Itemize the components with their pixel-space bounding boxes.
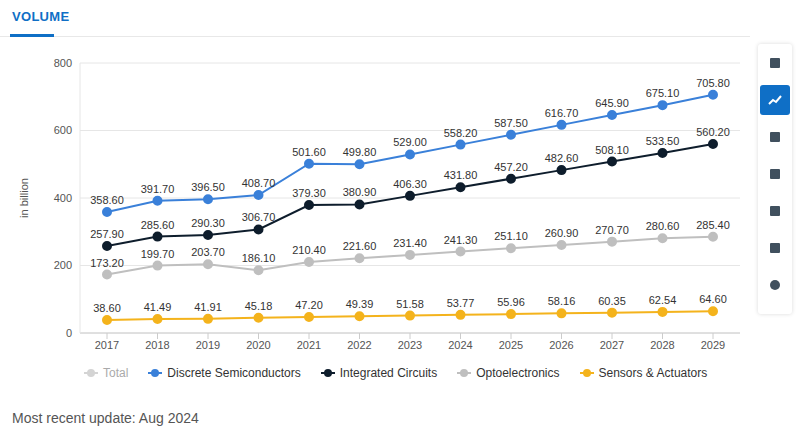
svg-text:200: 200 — [54, 259, 72, 271]
svg-text:600: 600 — [54, 124, 72, 136]
svg-text:408.70: 408.70 — [242, 177, 276, 189]
svg-text:2021: 2021 — [297, 339, 321, 351]
svg-text:499.80: 499.80 — [343, 146, 377, 158]
svg-text:406.30: 406.30 — [393, 178, 427, 190]
svg-text:210.40: 210.40 — [292, 244, 326, 256]
svg-text:58.16: 58.16 — [548, 295, 576, 307]
html-text:Sensors & Actuators: Sensors & Actuators — [598, 366, 708, 380]
svg-text:508.10: 508.10 — [595, 144, 629, 156]
svg-text:41.91: 41.91 — [194, 301, 222, 313]
svg-text:2022: 2022 — [347, 339, 371, 351]
svg-text:380.90: 380.90 — [343, 186, 377, 198]
svg-text:501.60: 501.60 — [292, 146, 326, 158]
svg-text:645.90: 645.90 — [595, 97, 629, 109]
svg-text:221.60: 221.60 — [343, 240, 377, 252]
svg-text:306.70: 306.70 — [242, 211, 276, 223]
svg-text:431.80: 431.80 — [444, 169, 478, 181]
svg-text:396.50: 396.50 — [191, 181, 225, 193]
svg-text:270.70: 270.70 — [595, 224, 629, 236]
svg-text:533.50: 533.50 — [646, 135, 680, 147]
html-text:Most recent update: Aug 2024: Most recent update: Aug 2024 — [12, 410, 199, 426]
svg-text:391.70: 391.70 — [141, 183, 175, 195]
html-text:Integrated Circuits: Integrated Circuits — [339, 366, 438, 380]
svg-text:257.90: 257.90 — [90, 228, 124, 240]
svg-text:2024: 2024 — [448, 339, 472, 351]
svg-text:482.60: 482.60 — [545, 152, 579, 164]
svg-text:285.40: 285.40 — [696, 219, 730, 231]
svg-text:199.70: 199.70 — [141, 248, 175, 260]
svg-text:241.30: 241.30 — [444, 234, 478, 246]
svg-text:62.54: 62.54 — [649, 294, 677, 306]
svg-text:in billion: in billion — [18, 178, 30, 218]
svg-text:2020: 2020 — [246, 339, 270, 351]
svg-text:558.20: 558.20 — [444, 127, 478, 139]
svg-text:64.60: 64.60 — [699, 293, 727, 305]
html-text:Discrete Semiconductors: Discrete Semiconductors — [167, 366, 301, 380]
svg-text:260.90: 260.90 — [545, 227, 579, 239]
svg-text:0: 0 — [66, 327, 72, 339]
svg-text:587.50: 587.50 — [494, 117, 528, 129]
svg-text:49.39: 49.39 — [346, 298, 374, 310]
html-text:VOLUME: VOLUME — [12, 9, 70, 24]
svg-text:529.00: 529.00 — [393, 136, 427, 148]
svg-text:2027: 2027 — [600, 339, 624, 351]
svg-text:560.20: 560.20 — [696, 126, 730, 138]
svg-text:379.30: 379.30 — [292, 187, 326, 199]
svg-text:800: 800 — [54, 57, 72, 69]
svg-text:47.20: 47.20 — [295, 299, 323, 311]
svg-text:2026: 2026 — [549, 339, 573, 351]
svg-text:186.10: 186.10 — [242, 252, 276, 264]
svg-text:2028: 2028 — [650, 339, 674, 351]
svg-text:2017: 2017 — [95, 339, 119, 351]
svg-text:53.77: 53.77 — [447, 297, 475, 309]
svg-text:173.20: 173.20 — [90, 257, 124, 269]
svg-text:51.58: 51.58 — [396, 298, 424, 310]
svg-text:2018: 2018 — [145, 339, 169, 351]
svg-text:2025: 2025 — [499, 339, 523, 351]
svg-text:280.60: 280.60 — [646, 220, 680, 232]
svg-text:203.70: 203.70 — [191, 246, 225, 258]
svg-text:285.60: 285.60 — [141, 219, 175, 231]
svg-text:675.10: 675.10 — [646, 87, 680, 99]
svg-text:400: 400 — [54, 192, 72, 204]
svg-text:290.30: 290.30 — [191, 217, 225, 229]
svg-text:705.80: 705.80 — [696, 77, 730, 89]
svg-text:2029: 2029 — [701, 339, 725, 351]
svg-text:55.96: 55.96 — [497, 296, 525, 308]
svg-text:60.35: 60.35 — [598, 295, 626, 307]
svg-text:2019: 2019 — [196, 339, 220, 351]
svg-text:2023: 2023 — [398, 339, 422, 351]
svg-text:457.20: 457.20 — [494, 161, 528, 173]
html-text:Total: Total — [103, 366, 129, 380]
svg-text:45.18: 45.18 — [245, 300, 273, 312]
html-text:Optoelectronics: Optoelectronics — [476, 366, 560, 380]
svg-text:251.10: 251.10 — [494, 230, 528, 242]
svg-text:358.60: 358.60 — [90, 194, 124, 206]
svg-text:231.40: 231.40 — [393, 237, 427, 249]
svg-text:616.70: 616.70 — [545, 107, 579, 119]
svg-text:41.49: 41.49 — [144, 301, 172, 313]
svg-text:38.60: 38.60 — [93, 302, 121, 314]
